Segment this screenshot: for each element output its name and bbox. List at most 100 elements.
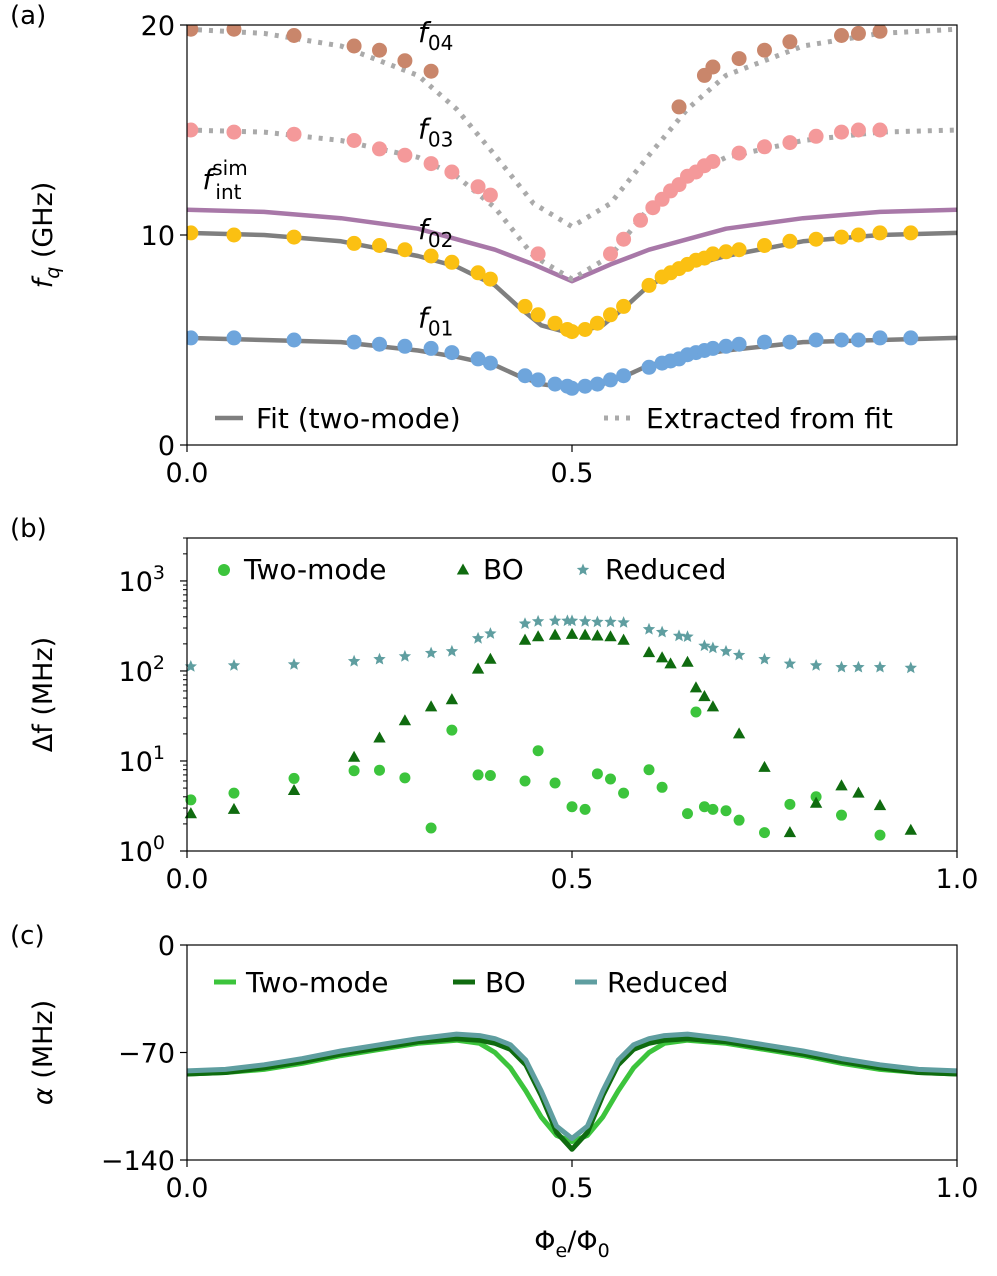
panel-label: (c) xyxy=(10,921,45,951)
data-point-f04 xyxy=(423,63,439,79)
data-point-f04 xyxy=(286,28,302,43)
data-point-reduced xyxy=(698,639,711,652)
data-point-f01 xyxy=(641,359,657,375)
data-point-two-mode xyxy=(185,794,197,806)
data-point-bo xyxy=(484,652,497,664)
data-point-reduced xyxy=(347,654,361,667)
data-point-f01 xyxy=(530,372,546,388)
data-point-reduced xyxy=(518,617,532,629)
data-point-two-mode xyxy=(519,775,531,787)
data-point-reduced xyxy=(706,641,720,654)
data-point-f04 xyxy=(226,25,242,37)
data-point-two-mode xyxy=(374,764,385,776)
data-point-f03 xyxy=(444,164,460,180)
data-point-two-mode xyxy=(698,801,710,813)
data-point-bo xyxy=(347,750,361,762)
x-tick-label: 0.5 xyxy=(551,458,594,489)
data-point-bo xyxy=(642,646,656,658)
data-point-f01 xyxy=(372,336,387,352)
data-point-f03 xyxy=(850,122,866,138)
data-point-f02 xyxy=(872,225,888,241)
data-point-f02 xyxy=(834,229,849,245)
data-point-reduced xyxy=(484,627,497,639)
data-point-f02 xyxy=(286,229,302,245)
data-point-f02 xyxy=(372,238,387,253)
data-point-reduced xyxy=(604,615,617,628)
data-point-f01 xyxy=(616,368,632,384)
y-tick-label: 0 xyxy=(158,431,175,462)
data-point-two-mode xyxy=(690,706,702,718)
legend-label-bo: BO xyxy=(483,553,524,586)
data-point-two-mode xyxy=(472,769,484,781)
y-tick-label: −70 xyxy=(118,1039,175,1070)
data-point-f02 xyxy=(577,322,593,337)
data-point-bo xyxy=(518,633,532,645)
data-point-f02 xyxy=(226,227,242,243)
data-point-f02 xyxy=(589,315,605,331)
data-point-bo xyxy=(698,690,711,702)
data-point-reduced xyxy=(642,622,656,635)
data-point-reduced xyxy=(719,644,733,657)
data-point-bo xyxy=(604,630,617,642)
series-two-mode xyxy=(185,706,886,841)
data-point-bo xyxy=(548,628,562,640)
data-point-f01 xyxy=(397,338,413,354)
legend-label-bo: BO xyxy=(485,966,526,999)
x-tick-label: 0.0 xyxy=(166,1173,209,1204)
data-point-reduced xyxy=(732,648,746,661)
data-point-reduced xyxy=(835,660,848,673)
data-point-bo xyxy=(373,731,386,743)
data-point-reduced xyxy=(424,646,438,659)
y-tick-label: 101 xyxy=(119,742,165,778)
data-point-bo xyxy=(689,681,703,693)
data-point-f03 xyxy=(530,246,546,262)
data-point-f02 xyxy=(444,254,460,270)
data-point-f01 xyxy=(444,345,460,361)
data-point-two-mode xyxy=(874,829,886,841)
data-point-f01 xyxy=(808,332,824,348)
data-point-f04 xyxy=(834,28,849,43)
series-reduced xyxy=(184,614,917,674)
data-point-f03 xyxy=(603,246,618,262)
y-tick-label: 20 xyxy=(141,11,175,42)
data-point-reduced xyxy=(758,652,771,665)
data-point-bo xyxy=(471,662,485,674)
data-point-reduced xyxy=(655,625,669,638)
data-point-f01 xyxy=(346,334,362,350)
data-point-f04 xyxy=(671,99,687,115)
data-point-two-mode xyxy=(784,798,796,810)
legend-label-two-mode: Two-mode xyxy=(243,553,387,586)
data-point-f03 xyxy=(226,124,242,140)
annotation-01: f01 xyxy=(418,301,453,340)
x-tick-label: 0.5 xyxy=(551,864,594,895)
data-point-two-mode xyxy=(733,814,745,826)
data-point-f04 xyxy=(372,42,387,58)
panel-b: 0.0 0.5 1.0 100 101 102 103 (b) Δf (MHz) Two-mode… xyxy=(10,514,978,895)
legend-marker-two-mode xyxy=(218,564,230,576)
data-point-f02 xyxy=(564,324,580,340)
data-point-f03 xyxy=(872,122,888,138)
data-point-two-mode xyxy=(605,773,616,785)
data-point-f03 xyxy=(616,231,632,247)
data-point-two-mode xyxy=(399,772,411,784)
series-f04 xyxy=(187,25,888,115)
x-tick-label: 1.0 xyxy=(936,1173,979,1204)
data-point-f02 xyxy=(903,225,919,241)
data-point-two-mode xyxy=(759,827,770,839)
y-tick-label: 0 xyxy=(158,931,175,962)
data-point-f01 xyxy=(589,376,605,392)
series-f03 xyxy=(187,122,888,262)
data-point-f01 xyxy=(603,372,618,388)
legend-label-reduced: Reduced xyxy=(607,966,728,999)
y-tick-label: 10 xyxy=(141,221,175,252)
line-bo xyxy=(186,1036,958,1152)
data-point-bo xyxy=(591,629,604,641)
y-axis-label: fq (GHz) xyxy=(28,182,64,289)
data-point-f03 xyxy=(633,212,649,228)
data-point-f03 xyxy=(286,126,302,142)
data-point-f02 xyxy=(397,242,413,258)
data-point-f04 xyxy=(782,34,798,50)
data-point-f02 xyxy=(530,307,546,323)
data-point-f01 xyxy=(872,330,888,346)
data-point-reduced xyxy=(672,629,686,642)
